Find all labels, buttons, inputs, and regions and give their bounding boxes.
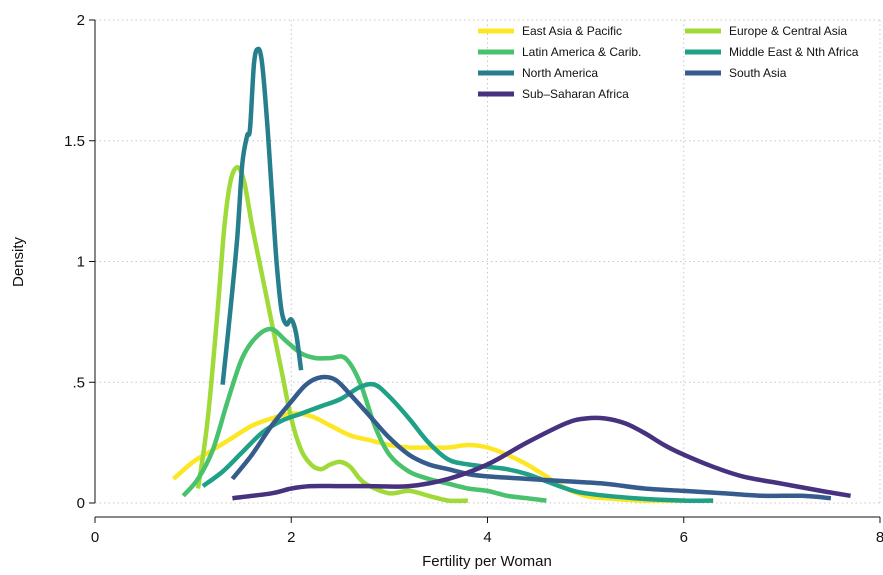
y-tick-label: 2 — [77, 12, 85, 29]
series-line-5 — [230, 374, 832, 501]
x-tick-label: 0 — [91, 529, 99, 546]
y-tick-label: 1 — [77, 254, 85, 271]
x-tick-label: 8 — [876, 529, 883, 546]
series-line-2 — [181, 326, 547, 503]
y-tick-label: 0 — [77, 495, 85, 512]
series-line-3 — [201, 381, 714, 504]
legend-label: Sub–Saharan Africa — [522, 87, 629, 101]
y-tick-label: 1.5 — [64, 133, 85, 150]
legend-label: North America — [522, 66, 598, 80]
legend-label: East Asia & Pacific — [522, 24, 622, 38]
legend: East Asia & Pacific Europe & Central Asia… — [478, 24, 859, 101]
x-tick-label: 6 — [680, 529, 688, 546]
series-line-4 — [220, 46, 304, 385]
legend-label: Latin America & Carib. — [522, 45, 641, 59]
x-tick-label: 2 — [287, 529, 295, 546]
series-line-1 — [195, 165, 468, 504]
y-tick-label: .5 — [72, 374, 85, 391]
legend-label: Europe & Central Asia — [729, 24, 847, 38]
x-tick-label: 4 — [483, 529, 491, 546]
series-line-6 — [232, 415, 852, 501]
grid-layer — [95, 19, 881, 504]
series-layer — [172, 46, 852, 504]
legend-label: South Asia — [729, 66, 787, 80]
x-axis-title: Fertility per Woman — [422, 553, 552, 570]
y-axis-title: Density — [10, 236, 27, 287]
ticks-layer: 0 .5 1 1.5 2 0 2 4 6 8 — [64, 12, 883, 546]
legend-label: Middle East & Nth Africa — [729, 45, 859, 59]
